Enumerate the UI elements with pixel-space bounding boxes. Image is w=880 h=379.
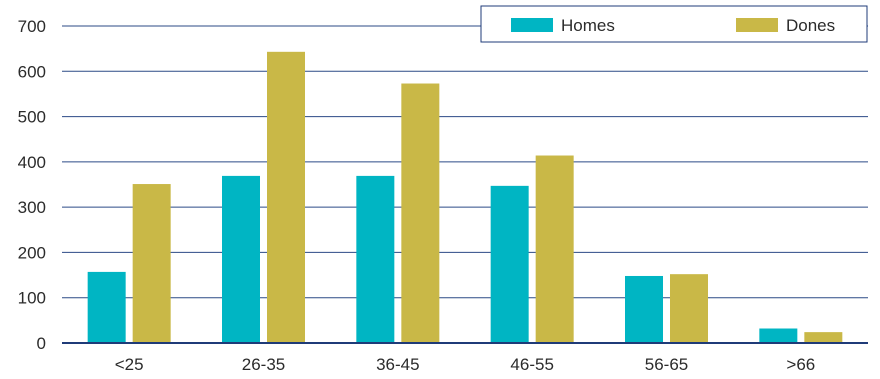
axes: 0 100 200 300 400 500 600 700 <25 26-35 36-45 46-55… — [18, 17, 868, 374]
legend-label-dones: Dones — [786, 16, 835, 35]
legend: Homes Dones — [480, 5, 868, 43]
y-tick-label: 200 — [18, 243, 46, 262]
bars — [87, 51, 843, 344]
legend-label-homes: Homes — [561, 16, 615, 35]
bar-dones — [804, 332, 843, 343]
bar-homes — [222, 175, 260, 343]
x-tick-label: 36-45 — [376, 355, 419, 374]
bar-dones — [267, 51, 305, 343]
x-tick-label: 56-65 — [645, 355, 688, 374]
legend-swatch-homes — [511, 18, 553, 32]
bar-dones — [535, 155, 574, 343]
y-tick-label: 400 — [18, 153, 46, 172]
x-tick-label: >66 — [786, 355, 815, 374]
x-tick-label: <25 — [115, 355, 144, 374]
x-tick-label: 46-55 — [510, 355, 553, 374]
y-tick-label: 600 — [18, 62, 46, 81]
grid-lines — [62, 25, 868, 299]
bar-homes — [87, 271, 126, 343]
bar-homes — [490, 185, 529, 343]
y-tick-label: 0 — [37, 334, 46, 353]
bar-dones — [670, 274, 708, 343]
bar-homes — [759, 328, 798, 343]
bar-dones — [401, 83, 440, 344]
bar-homes — [625, 275, 663, 343]
x-tick-label: 26-35 — [242, 355, 285, 374]
y-tick-label: 500 — [18, 108, 46, 127]
y-tick-label: 300 — [18, 198, 46, 217]
y-tick-label: 700 — [18, 17, 46, 36]
bar-homes — [356, 175, 395, 343]
y-tick-label: 100 — [18, 289, 46, 308]
bar-dones — [132, 184, 171, 343]
legend-swatch-dones — [736, 18, 778, 32]
